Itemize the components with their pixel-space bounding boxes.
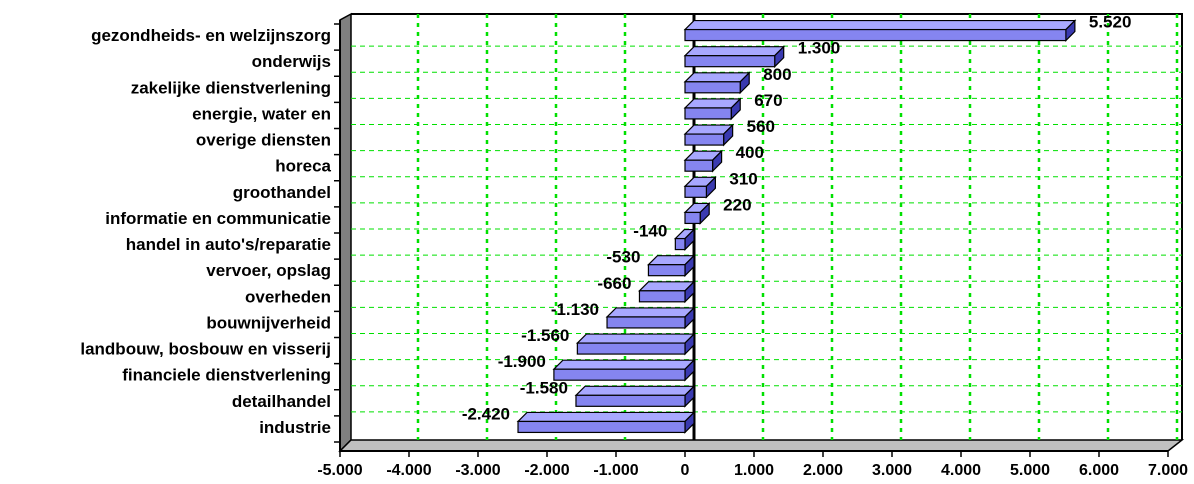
category-label: vervoer, opslag xyxy=(206,261,331,280)
bar-top-face xyxy=(683,19,1077,31)
x-tick-label: 3.000 xyxy=(872,462,912,479)
data-label: -1.900 xyxy=(498,352,546,371)
category-label: financiele dienstverlening xyxy=(122,366,331,385)
x-tick-label: 0 xyxy=(681,462,690,479)
category-label: energie, water en xyxy=(192,104,331,123)
x-tick-label: -5.000 xyxy=(317,462,362,479)
data-label: -1.580 xyxy=(520,378,568,397)
data-label: 1.300 xyxy=(798,39,841,58)
data-label: -140 xyxy=(633,222,667,241)
bar-top-face xyxy=(575,333,696,344)
bar-top-face xyxy=(683,72,751,83)
data-label: 5.520 xyxy=(1089,13,1132,32)
data-label: -660 xyxy=(597,274,631,293)
bar xyxy=(553,368,686,381)
category-label: bouwnijverheid xyxy=(206,313,331,332)
x-tick-label: 1.000 xyxy=(734,462,774,479)
x-tick-label: -1.000 xyxy=(593,462,638,479)
side-wall xyxy=(339,12,352,453)
x-tick-label: -2.000 xyxy=(524,462,569,479)
category-label: onderwijs xyxy=(252,52,331,71)
bar-top-face xyxy=(574,385,696,396)
bar xyxy=(674,237,686,251)
data-label: 400 xyxy=(736,143,764,162)
data-label: -1.130 xyxy=(551,300,599,319)
bar xyxy=(684,55,776,68)
data-label: -530 xyxy=(606,248,640,267)
bar xyxy=(684,185,707,198)
x-tick-label: 6.000 xyxy=(1079,462,1119,479)
data-label: 310 xyxy=(729,169,757,188)
x-tick-label: 5.000 xyxy=(1010,462,1050,479)
category-label: groothandel xyxy=(233,183,331,202)
bar xyxy=(638,290,686,303)
category-label: horeca xyxy=(275,157,331,176)
category-label: informatie en communicatie xyxy=(105,209,331,228)
category-label: industrie xyxy=(259,418,331,437)
category-label: overige diensten xyxy=(196,131,331,150)
data-label: 560 xyxy=(747,117,775,136)
data-label: 670 xyxy=(754,91,782,110)
category-label: handel in auto's/reparatie xyxy=(126,235,331,254)
bar xyxy=(684,159,714,172)
data-label: 800 xyxy=(763,65,791,84)
floor xyxy=(338,439,1185,452)
bar xyxy=(684,81,741,94)
x-tick-label: -4.000 xyxy=(386,462,431,479)
category-label: zakelijke dienstverlening xyxy=(131,78,331,97)
back-wall xyxy=(351,13,1183,440)
bar xyxy=(576,342,686,355)
x-tick-label: 7.000 xyxy=(1148,462,1188,479)
category-label: overheden xyxy=(245,287,331,306)
x-tick-label: 2.000 xyxy=(803,462,843,479)
x-tick-label: 4.000 xyxy=(941,462,981,479)
data-label: -1.560 xyxy=(521,326,569,345)
bar xyxy=(684,133,725,146)
category-label: detailhandel xyxy=(232,392,331,411)
category-label: gezondheids- en welzijnszorg xyxy=(91,26,331,45)
category-label: landbouw, bosbouw en visserij xyxy=(80,340,331,359)
bar-top-face xyxy=(683,46,786,57)
bar-top-face xyxy=(605,307,696,318)
x-tick-label: -3.000 xyxy=(455,462,500,479)
bar-top-face xyxy=(516,411,696,423)
bar xyxy=(684,211,701,225)
data-label: 220 xyxy=(723,195,751,214)
data-label: -2.420 xyxy=(462,404,510,423)
bar xyxy=(684,107,732,120)
bar xyxy=(606,316,686,329)
bar xyxy=(647,264,686,277)
bar xyxy=(684,28,1067,42)
bar-top-face xyxy=(552,359,696,370)
bar xyxy=(517,420,686,434)
bar xyxy=(575,394,686,407)
